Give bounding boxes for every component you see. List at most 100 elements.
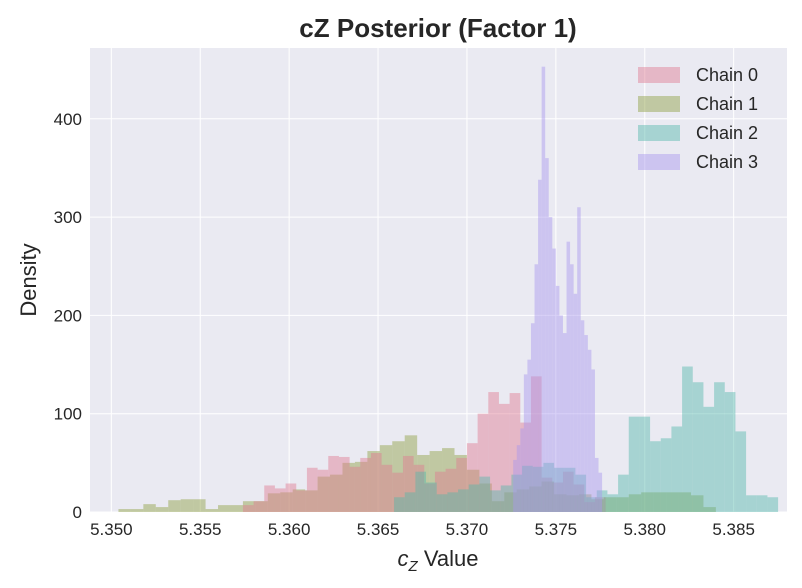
series-chain-2 xyxy=(394,366,779,512)
y-tick-label: 0 xyxy=(73,503,82,522)
histogram-bar xyxy=(511,474,523,512)
histogram-bar xyxy=(714,382,725,512)
histogram-bar xyxy=(724,392,736,512)
histogram-bar xyxy=(516,489,530,512)
histogram-bar xyxy=(564,467,576,512)
histogram-bar xyxy=(735,431,747,512)
histogram-bar xyxy=(338,456,350,512)
legend-swatch xyxy=(638,96,680,112)
histogram-bar xyxy=(436,494,448,512)
x-tick-label: 5.355 xyxy=(179,520,222,539)
legend: Chain 0 Chain 1 Chain 2 Chain 3 xyxy=(638,65,758,172)
histogram-bar xyxy=(554,494,567,512)
legend-swatch xyxy=(638,125,680,141)
histogram-bar xyxy=(562,471,574,512)
histogram-bar xyxy=(498,403,510,512)
histogram-bar xyxy=(255,501,268,512)
histogram-bar xyxy=(434,471,446,512)
histogram-bar xyxy=(616,497,629,512)
histogram-bar xyxy=(180,499,194,512)
histogram-bar xyxy=(218,505,231,512)
histogram-bar xyxy=(429,451,443,512)
histogram-bar xyxy=(426,482,437,512)
histogram-bar xyxy=(392,441,405,512)
histogram-bar xyxy=(529,486,542,512)
histogram-bar xyxy=(424,483,435,512)
histogram-bar xyxy=(193,499,206,512)
histogram-bar xyxy=(562,333,567,512)
histogram-bar xyxy=(530,323,535,512)
histogram-bar xyxy=(584,335,588,512)
histogram-bar xyxy=(509,393,521,512)
series-chain-0 xyxy=(242,376,606,512)
histogram-bar xyxy=(520,422,531,512)
x-axis-label-text: Value xyxy=(418,546,479,571)
histogram-bar xyxy=(523,374,528,512)
legend-swatch xyxy=(638,67,680,83)
histogram-bar xyxy=(666,492,679,512)
histogram-bar xyxy=(242,501,256,512)
histogram-bar xyxy=(660,438,672,512)
histogram-bar xyxy=(678,492,691,512)
legend-label: Chain 0 xyxy=(696,65,758,85)
x-axis-label-subscript: Z xyxy=(408,558,419,575)
histogram-bar xyxy=(328,455,339,512)
histogram-bar xyxy=(394,497,405,512)
histogram-bar xyxy=(274,488,286,512)
histogram-bar xyxy=(447,492,459,512)
histogram-bar xyxy=(703,406,715,512)
histogram-bar xyxy=(402,455,414,512)
histogram-bar xyxy=(466,469,480,512)
histogram-bar xyxy=(628,494,642,512)
histogram-bar xyxy=(577,207,581,512)
histogram-bar xyxy=(404,435,418,512)
histogram-bar xyxy=(468,484,480,512)
histogram-bar xyxy=(292,489,306,512)
histogram-bar xyxy=(767,497,779,512)
histogram-bar xyxy=(491,501,505,512)
histogram-bar xyxy=(538,179,542,512)
histogram-bar xyxy=(532,466,544,512)
histogram-bar xyxy=(513,459,517,512)
histogram-bar xyxy=(392,472,403,512)
histogram-bar xyxy=(417,454,430,512)
histogram-bar xyxy=(415,471,427,512)
histogram-bar xyxy=(639,416,651,512)
histogram-bar xyxy=(253,501,265,512)
histogram-bar xyxy=(570,264,574,512)
histogram-bar xyxy=(591,369,595,512)
histogram-bar xyxy=(477,413,489,512)
histogram-bar xyxy=(488,392,499,512)
histogram-bar xyxy=(578,494,592,512)
histogram-bar xyxy=(746,495,757,512)
histogram-bar xyxy=(504,492,517,512)
x-tick-label: 5.365 xyxy=(357,520,400,539)
histogram-bar xyxy=(205,509,219,512)
histogram-bar xyxy=(317,476,331,512)
histogram-bar xyxy=(413,464,425,512)
x-axis-label: cZ Value xyxy=(398,546,479,575)
histogram-bar xyxy=(555,285,560,512)
histogram-bar xyxy=(596,490,608,512)
histogram-bar xyxy=(381,464,393,512)
histogram-bar xyxy=(584,502,595,512)
histogram-bar xyxy=(500,485,512,512)
histogram-bar xyxy=(168,500,181,512)
histogram-bar xyxy=(552,482,563,512)
histogram-bar xyxy=(230,505,243,512)
histogram-bar xyxy=(296,490,307,512)
histogram-bar xyxy=(692,382,704,512)
histogram-bar xyxy=(671,426,683,512)
histogram-bar xyxy=(285,483,297,512)
histogram-bar xyxy=(317,469,329,512)
x-tick-label: 5.350 xyxy=(90,520,133,539)
histogram-bar xyxy=(554,467,565,512)
histogram-bar xyxy=(548,217,553,512)
histogram-bar xyxy=(155,507,169,512)
plot-area xyxy=(90,48,787,512)
histogram-bar xyxy=(267,493,281,512)
histogram-bar xyxy=(349,466,361,512)
series-chain-3 xyxy=(513,66,603,513)
legend-label: Chain 3 xyxy=(696,152,758,172)
histogram-bar xyxy=(566,495,579,512)
